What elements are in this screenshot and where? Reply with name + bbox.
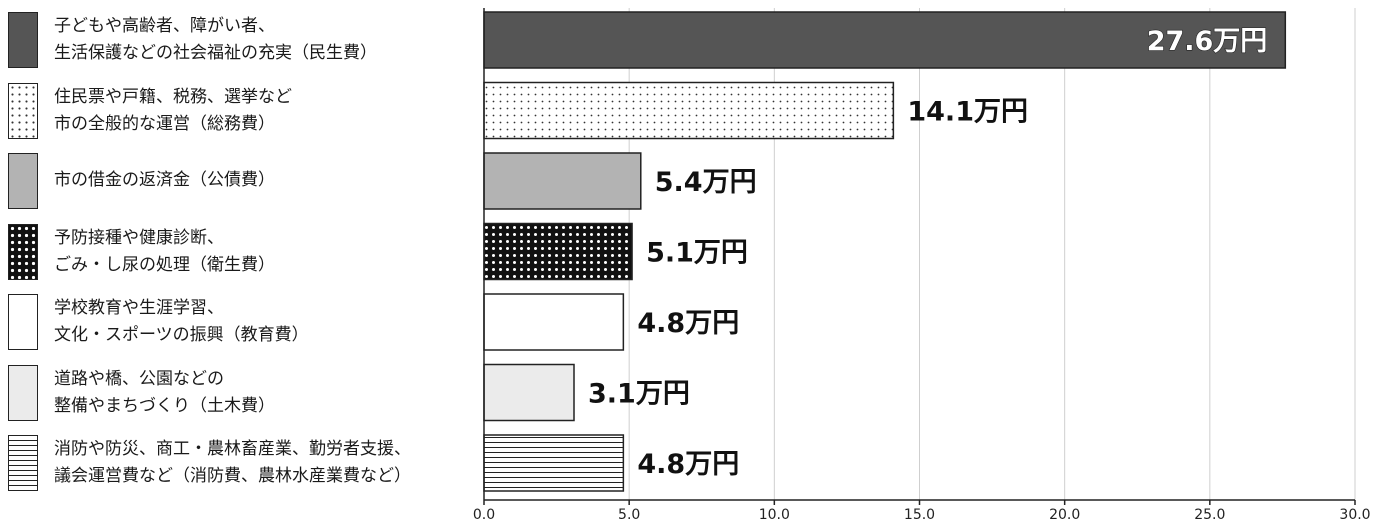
bar-value-label: 3.1万円 (588, 379, 690, 410)
legend-label-line: 市の全般的な運営（総務費） (54, 113, 275, 134)
legend-label-line: 市の借金の返済金（公債費） (54, 170, 275, 190)
bar (483, 11, 1287, 69)
legend-label: 子どもや高齢者、障がい者、生活保護などの社会福祉の充実（民生費） (54, 13, 484, 67)
bar-value-label: 4.8万円 (637, 308, 739, 339)
legend-label: 予防接種や健康診断、ごみ・し尿の処理（衛生費） (54, 225, 484, 279)
legend-label-line: ごみ・し尿の処理（衛生費） (54, 254, 275, 275)
legend-label-line: 子どもや高齢者、障がい者、 (54, 16, 275, 36)
legend-swatch (8, 223, 38, 280)
bar-value-label: 27.6万円 (1147, 26, 1268, 57)
x-axis: 0.0 5.0 10.0 15.0 20.0 25.0 30.0 (473, 8, 1371, 520)
bar (483, 434, 625, 492)
x-tick-label: 25.0 (1194, 507, 1225, 520)
legend-swatch (8, 294, 38, 350)
legend-label-line: 整備やまちづくり（土木費） (54, 395, 275, 416)
x-tick-label: 20.0 (1049, 507, 1080, 520)
legend-swatch (8, 364, 38, 421)
legend-label: 市の借金の返済金（公債費） (54, 167, 484, 194)
bar (483, 363, 575, 422)
x-tick-label: 10.0 (759, 507, 790, 520)
legend-label-line: 学校教育や生涯学習、 (54, 298, 224, 318)
legend-label-line: 消防や防災、商工・農林畜産業、勤労者支援、 (54, 439, 411, 459)
legend-label: 消防や防災、商工・農林畜産業、勤労者支援、 議会運営費など（消防費、農林水産業費な… (54, 436, 484, 490)
legend-label-line: 文化・スポーツの振興（教育費） (54, 325, 309, 345)
bars: 27.6万円 14.1万円 5.4万円 5.1万円 4.8万円 3.1万円 4.8万円 (483, 11, 1287, 492)
legend-swatch (8, 82, 38, 139)
x-tick-label: 15.0 (904, 507, 935, 520)
legend-swatch (8, 153, 38, 209)
bar (483, 293, 625, 351)
bar-value-label: 5.1万円 (646, 238, 748, 269)
x-tick-label: 0.0 (473, 507, 495, 520)
x-tick-label: 30.0 (1339, 507, 1370, 520)
bar-value-label: 5.4万円 (655, 167, 757, 198)
legend-label-line: 道路や橋、公園などの (54, 368, 224, 389)
x-tick-label: 5.0 (618, 507, 640, 520)
legend-swatch (8, 435, 38, 491)
bar-value-label: 14.1万円 (907, 97, 1028, 128)
legend-label: 道路や橋、公園などの整備やまちづくり（土木費） (54, 366, 484, 420)
bar-value-label: 4.8万円 (637, 449, 739, 480)
legend-swatch (8, 12, 38, 68)
bar (483, 81, 895, 140)
legend-label-line: 予防接種や健康診断、 (54, 227, 224, 248)
legend-label: 住民票や戸籍、税務、選挙など 市の全般的な運営（総務費） (54, 84, 484, 138)
legend-label-line: 議会運営費など（消防費、農林水産業費など） (54, 466, 411, 486)
legend-label: 学校教育や生涯学習、文化・スポーツの振興（教育費） (54, 295, 484, 349)
bar (483, 222, 633, 281)
bar (483, 152, 642, 210)
legend-label-line: 住民票や戸籍、税務、選挙など (54, 86, 292, 107)
legend-label-line: 生活保護などの社会福祉の充実（民生費） (54, 43, 377, 63)
